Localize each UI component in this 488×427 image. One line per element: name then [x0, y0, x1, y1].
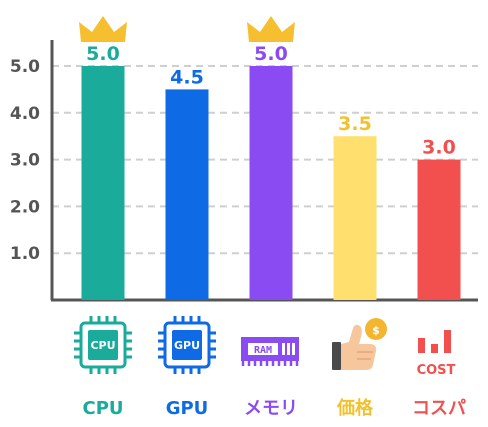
crown-icon [79, 16, 127, 42]
category-label: メモリ [244, 398, 298, 419]
value-label: 4.5 [170, 66, 204, 88]
value-labels: 5.0 4.5 5.0 3.5 3.0 [86, 43, 456, 159]
cost-text: COST [417, 363, 456, 378]
gpu-chip-text: GPU [174, 339, 200, 352]
crowns [79, 16, 295, 42]
bar [417, 159, 461, 300]
value-label: 5.0 [254, 43, 288, 65]
category-labels: CPU GPU メモリ 価格 コスパ [82, 397, 466, 419]
value-label: 3.5 [338, 113, 372, 135]
y-tick-label: 1.0 [10, 244, 40, 264]
value-label: 3.0 [422, 137, 456, 159]
y-tick-label: 5.0 [10, 57, 40, 77]
y-tick-label: 3.0 [10, 151, 40, 171]
thumbs-up-coin-icon: $ [332, 318, 387, 370]
cpu-chip-text: CPU [90, 339, 115, 352]
bar [249, 66, 293, 300]
category-icons: CPU GPU RAM $ [74, 316, 456, 378]
y-tick-label: 4.0 [10, 104, 40, 124]
cpu-chip-icon: CPU [74, 316, 132, 374]
cost-bars-icon: COST [417, 330, 456, 378]
category-label: コスパ [412, 398, 466, 419]
gridlines [52, 65, 478, 255]
y-tick-label: 2.0 [10, 197, 40, 217]
category-label: 価格 [336, 397, 374, 419]
category-label: CPU [82, 398, 123, 419]
coin-text: $ [372, 324, 380, 337]
crown-icon [247, 16, 295, 42]
y-axis: 1.0 2.0 3.0 4.0 5.0 [10, 40, 478, 302]
bar [81, 66, 125, 300]
bar [333, 136, 377, 300]
ram-module-icon: RAM [241, 337, 299, 366]
bars [81, 66, 461, 301]
bar [165, 89, 209, 301]
gpu-chip-icon: GPU [158, 316, 216, 374]
ram-module-text: RAM [254, 345, 272, 356]
category-label: GPU [166, 398, 209, 419]
value-label: 5.0 [86, 43, 120, 65]
